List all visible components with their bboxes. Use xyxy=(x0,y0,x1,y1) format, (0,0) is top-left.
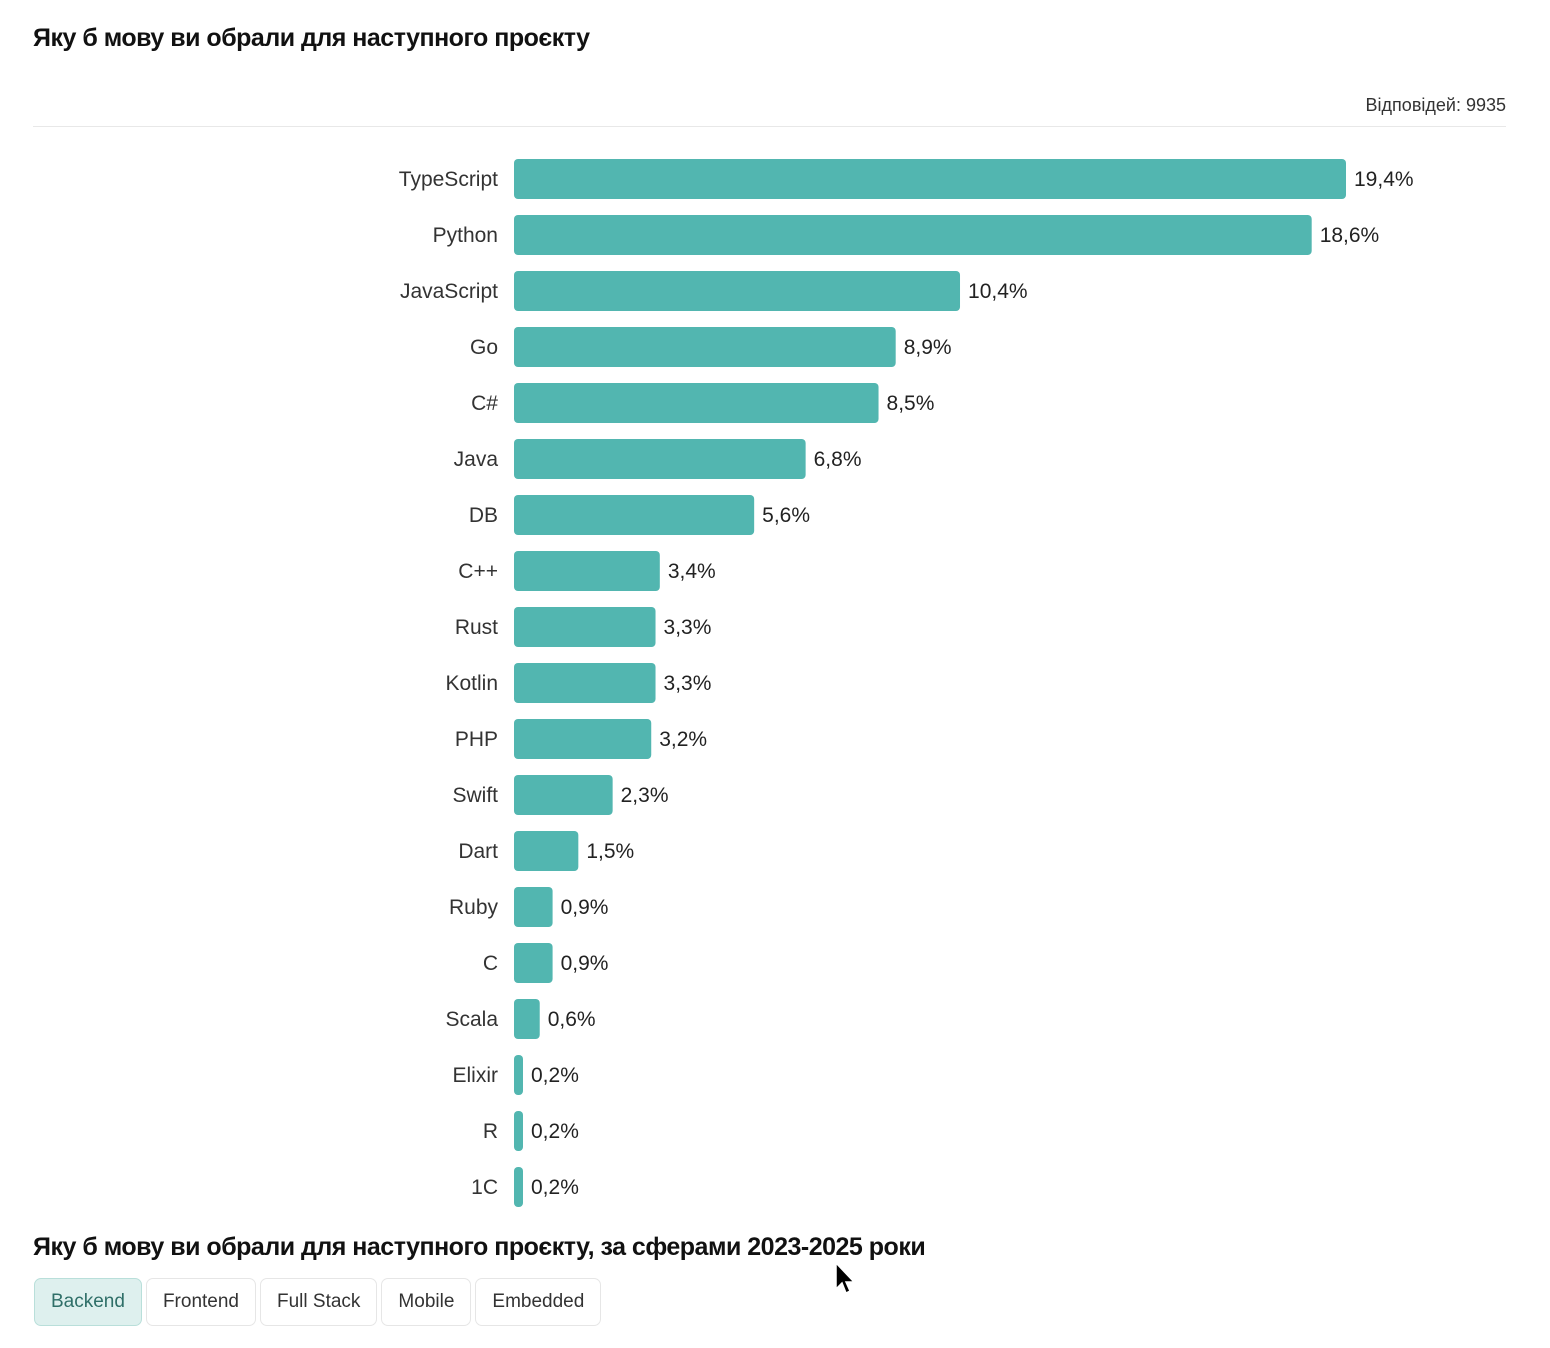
bar-c xyxy=(514,383,879,423)
category-label: C# xyxy=(471,392,498,415)
value-label: 2,3% xyxy=(621,784,669,807)
bar-typescript xyxy=(514,159,1346,199)
category-label: PHP xyxy=(455,728,498,751)
category-label: Swift xyxy=(452,784,498,807)
bar-r xyxy=(514,1111,523,1151)
value-label: 3,3% xyxy=(664,672,712,695)
category-label: Dart xyxy=(458,840,498,863)
tab-mobile[interactable]: Mobile xyxy=(381,1278,472,1326)
value-label: 1,5% xyxy=(586,840,634,863)
value-label: 5,6% xyxy=(762,504,810,527)
bar-scala xyxy=(514,999,540,1039)
category-label: 1C xyxy=(471,1176,498,1199)
value-label: 8,5% xyxy=(887,392,935,415)
value-label: 19,4% xyxy=(1354,168,1414,191)
bar-swift xyxy=(514,775,613,815)
value-label: 3,2% xyxy=(659,728,707,751)
bar-javascript xyxy=(514,271,961,311)
bar-db xyxy=(514,495,755,535)
category-label: C xyxy=(483,952,498,975)
value-label: 6,8% xyxy=(814,448,862,471)
category-label: Go xyxy=(470,336,498,359)
category-label: JavaScript xyxy=(400,280,498,303)
bar-elixir xyxy=(514,1055,523,1095)
category-label: Java xyxy=(454,448,499,471)
value-label: 0,2% xyxy=(531,1176,579,1199)
tab-full-stack[interactable]: Full Stack xyxy=(260,1278,378,1326)
bar-1c xyxy=(514,1167,523,1207)
responses-count: Відповідей: 9935 xyxy=(1365,95,1506,115)
category-label: R xyxy=(483,1120,498,1143)
category-label: DB xyxy=(469,504,498,527)
category-label: Rust xyxy=(455,616,498,639)
value-label: 0,2% xyxy=(531,1064,579,1087)
bar-c xyxy=(514,551,660,591)
bar-kotlin xyxy=(514,663,656,703)
mouse-cursor-icon xyxy=(835,1262,856,1295)
value-label: 0,9% xyxy=(561,896,609,919)
value-label: 3,4% xyxy=(668,560,716,583)
value-label: 0,6% xyxy=(548,1008,596,1031)
value-label: 8,9% xyxy=(904,336,952,359)
value-label: 18,6% xyxy=(1320,224,1380,247)
category-label: Elixir xyxy=(453,1064,499,1087)
value-label: 10,4% xyxy=(968,280,1028,303)
sphere-tabs: Backend Frontend Full Stack Mobile Embed… xyxy=(34,1278,602,1326)
bar-python xyxy=(514,215,1312,255)
bar-c xyxy=(514,943,553,983)
bar-chart: TypeScript 19,4% Python 18,6% JavaScript 10,4… xyxy=(399,159,1414,1207)
value-label: 0,9% xyxy=(561,952,609,975)
category-label: Kotlin xyxy=(445,672,498,695)
section-title: Яку б мову ви обрали для наступного проє… xyxy=(33,1233,926,1261)
category-label: Ruby xyxy=(449,896,499,919)
category-label: C++ xyxy=(458,560,498,583)
bar-java xyxy=(514,439,806,479)
bar-rust xyxy=(514,607,656,647)
chart-title: Яку б мову ви обрали для наступного проє… xyxy=(33,24,590,52)
bar-php xyxy=(514,719,652,759)
bar-go xyxy=(514,327,896,367)
category-label: Python xyxy=(433,224,498,247)
divider xyxy=(33,126,1506,127)
value-label: 0,2% xyxy=(531,1120,579,1143)
bar-dart xyxy=(514,831,579,871)
category-label: Scala xyxy=(445,1008,498,1031)
tab-backend[interactable]: Backend xyxy=(34,1278,142,1326)
category-label: TypeScript xyxy=(399,168,498,191)
value-label: 3,3% xyxy=(664,616,712,639)
tab-frontend[interactable]: Frontend xyxy=(145,1278,256,1326)
tab-embedded[interactable]: Embedded xyxy=(475,1278,602,1326)
bar-ruby xyxy=(514,887,553,927)
